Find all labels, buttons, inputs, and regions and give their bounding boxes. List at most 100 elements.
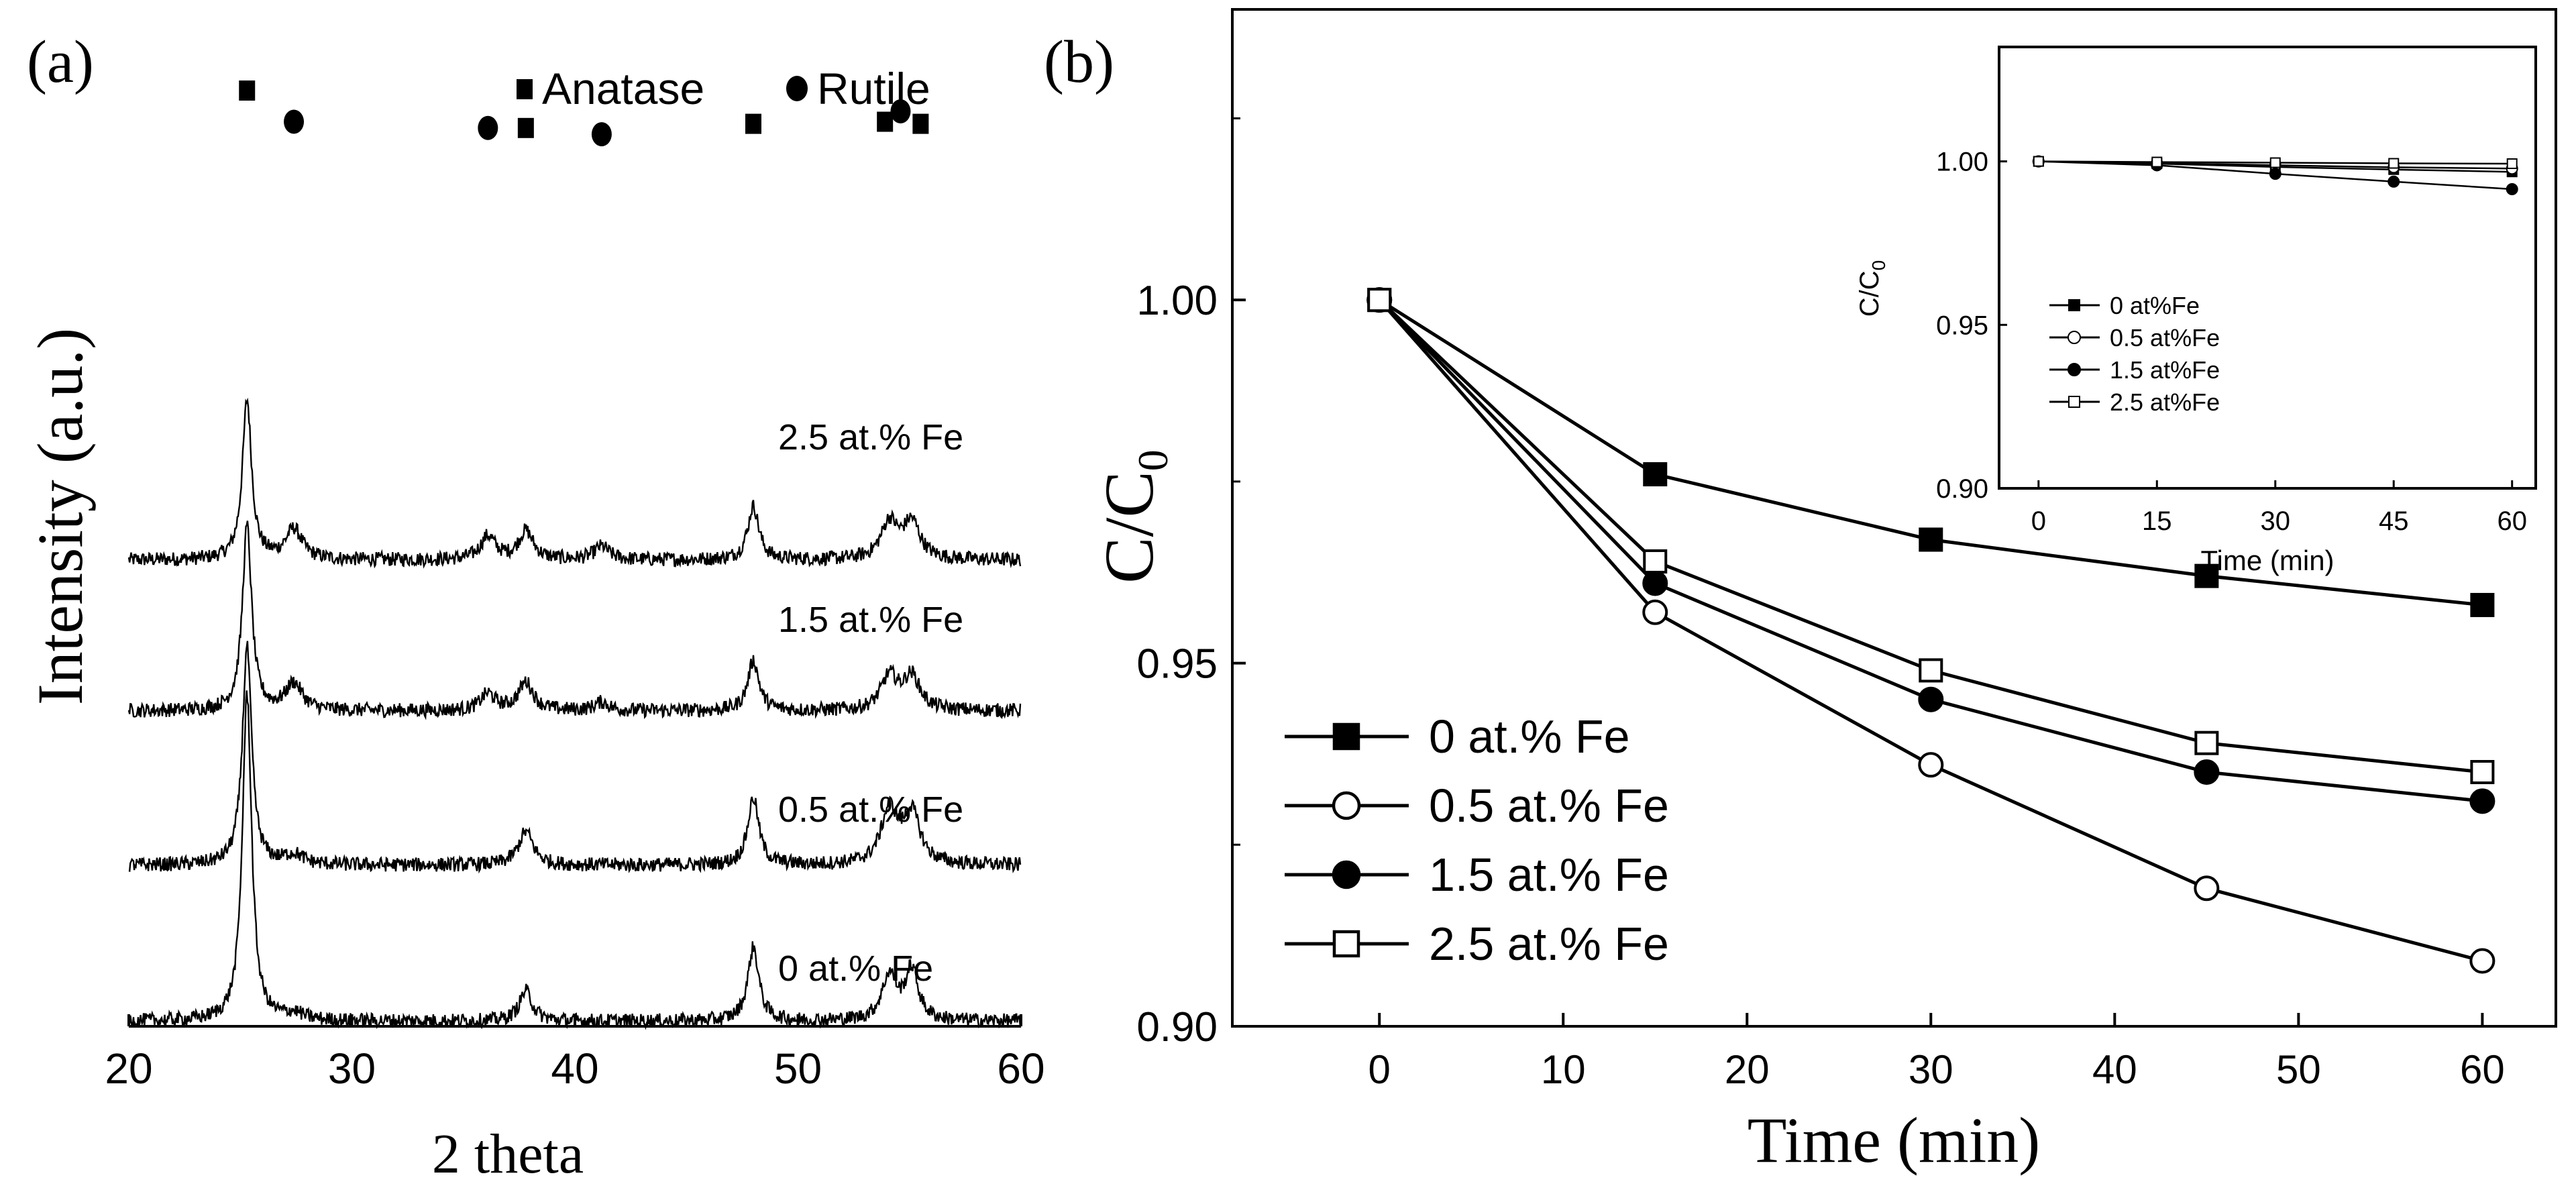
panel-b-x-tick-label: 0 [1368,1047,1391,1092]
data-point [1643,549,1668,574]
anatase-peak-marker [239,80,256,101]
inset-x-tick-label: 15 [2142,506,2172,536]
anatase-legend-label: Anatase [542,64,704,113]
legend-marker [1332,930,1360,958]
panel-b-plot-area [1231,8,2557,1028]
series-label-1.5: 1.5 at.% Fe [778,600,963,640]
inset-y-tick-label: 0.95 [1936,311,1988,340]
panel-b-y-tick-label: 0.95 [1136,641,1218,688]
inset-legend-label: 1.5 at%Fe [2110,356,2220,384]
inset-y-tick-label: 1.00 [1936,148,1988,177]
data-point [2470,592,2495,617]
data-point [1643,462,1668,487]
panel-a-legend: Anatase Rutile [517,64,930,113]
panel-a-x-tick-label: 40 [551,1044,598,1093]
xrd-pattern-line [127,521,1022,720]
panel-b-x-tick-label: 40 [2092,1047,2137,1092]
panel-a-x-tick-label: 50 [774,1044,822,1093]
data-point [2469,948,2496,974]
panel-b-kinetics-chart: (b) 0 10 20 30 40 50 60 0.90 0.95 1.00 Time (min… [1044,8,2557,1176]
legend-marker [1332,860,1361,889]
series-label-2.5: 2.5 at.% Fe [778,417,963,457]
inset-data-point [2506,158,2518,170]
xrd-pattern-line [127,690,1022,1030]
data-point [2194,875,2220,902]
inset-y-tick-label: 0.90 [1936,474,1988,504]
inset-legend-label: 0.5 at%Fe [2110,324,2220,351]
panel-a-xrd-chart: (a) 20 30 40 50 60 2 theta Intensity (a.u.) … [24,29,1045,1185]
data-point [1367,288,1392,313]
inset-y-ticks: 0.90 0.95 1.00 [1936,148,2007,504]
panel-b-x-axis-title: Time (min) [1748,1104,2041,1176]
inset-data-point [2033,156,2044,167]
panel-b-y-tick-label: 0.90 [1136,1004,1218,1050]
rutile-legend-label: Rutile [817,64,930,113]
rutile-legend-marker [786,76,808,101]
legend-marker [1332,722,1360,751]
panel-b-legend: 0 at.% Fe 0.5 at.% Fe 1.5 at.% Fe 2.5 at.% … [1285,710,1669,970]
svg-text:C/C0: C/C0 [1855,260,1889,317]
series-label-0: 0 at.% Fe [778,948,933,989]
data-point [1918,752,1944,778]
panel-b-x-tick-label: 50 [2276,1047,2321,1092]
data-point [2194,759,2220,785]
anatase-legend-marker [517,79,533,99]
panel-b-x-ticks: 0 10 20 30 40 50 60 [1368,1013,2505,1092]
xrd-pattern-line [127,397,1022,569]
anatase-peak-marker [912,113,929,134]
xrd-pattern-line [128,641,1022,874]
panel-b-y-axis-title: C/C0 [1091,449,1177,584]
inset-legend-marker [2068,331,2081,344]
panel-b-y-axis-title-main: C/C [1091,471,1168,584]
anatase-peak-marker [517,117,534,138]
inset-legend-marker [2068,299,2080,311]
inset-chart: 0 15 30 45 60 0.900.951.00 Time (min) C/C0 0… [1855,46,2537,576]
inset-data-point [2388,158,2400,169]
panel-b-y-ticks: 0.90 0.95 1.00 [1136,117,1246,1050]
data-point [2469,788,2496,814]
data-point [1919,527,1943,552]
panel-b-x-tick-label: 20 [1725,1047,1770,1092]
panel-a-x-tick-label: 20 [105,1044,152,1093]
inset-data-point [2387,175,2400,188]
legend-label: 2.5 at.% Fe [1429,918,1669,970]
inset-frame [1998,46,2537,490]
panel-a-y-axis-title: Intensity (a.u.) [24,328,96,706]
inset-y-axis-title-main: C/C [1855,270,1884,317]
inset-legend: 0 at%Fe 0.5 at%Fe 1.5 at%Fe 2.5 at%Fe [2049,292,2220,416]
inset-data-point [2269,157,2281,168]
panel-b-y-tick-label: 1.00 [1136,278,1218,324]
panel-a-series-labels: 2.5 at.% Fe 1.5 at.% Fe 0.5 at.% Fe 0 at… [778,417,963,989]
inset-series-group [2032,155,2518,196]
rutile-peak-marker [284,109,305,134]
inset-x-tick-label: 45 [2379,506,2409,536]
rutile-peak-marker [890,99,911,123]
rutile-peak-marker [591,122,612,147]
svg-text:C/C0: C/C0 [1091,449,1177,584]
panel-a-series-group [127,397,1022,1030]
inset-x-axis-title: Time (min) [2200,545,2334,576]
inset-x-tick-label: 0 [2031,506,2046,536]
data-point [1642,599,1668,625]
legend-label: 0 at.% Fe [1429,710,1630,763]
panel-a-x-tick-label: 60 [997,1044,1044,1093]
rutile-peak-marker [478,115,498,140]
series-label-0.5: 0.5 at.% Fe [778,790,963,830]
data-point [1642,570,1668,596]
panel-b-series-group [1366,287,2496,974]
inset-x-tick-label: 60 [2497,506,2527,536]
panel-b-x-tick-label: 30 [1909,1047,1953,1092]
panel-b-label: (b) [1044,29,1114,95]
anatase-peak-marker [745,113,761,134]
data-point [2194,730,2219,755]
inset-data-point [2151,156,2163,168]
inset-y-axis-title-subscript: 0 [1868,260,1889,271]
legend-label: 1.5 at.% Fe [1429,849,1669,901]
panel-b-x-tick-label: 60 [2460,1047,2505,1092]
data-point [1918,686,1944,712]
inset-legend-label: 0 at%Fe [2110,292,2200,319]
inset-x-ticks: 0 15 30 45 60 [2031,480,2527,536]
panel-a-label: (a) [27,29,94,95]
inset-legend-marker [2068,363,2081,376]
